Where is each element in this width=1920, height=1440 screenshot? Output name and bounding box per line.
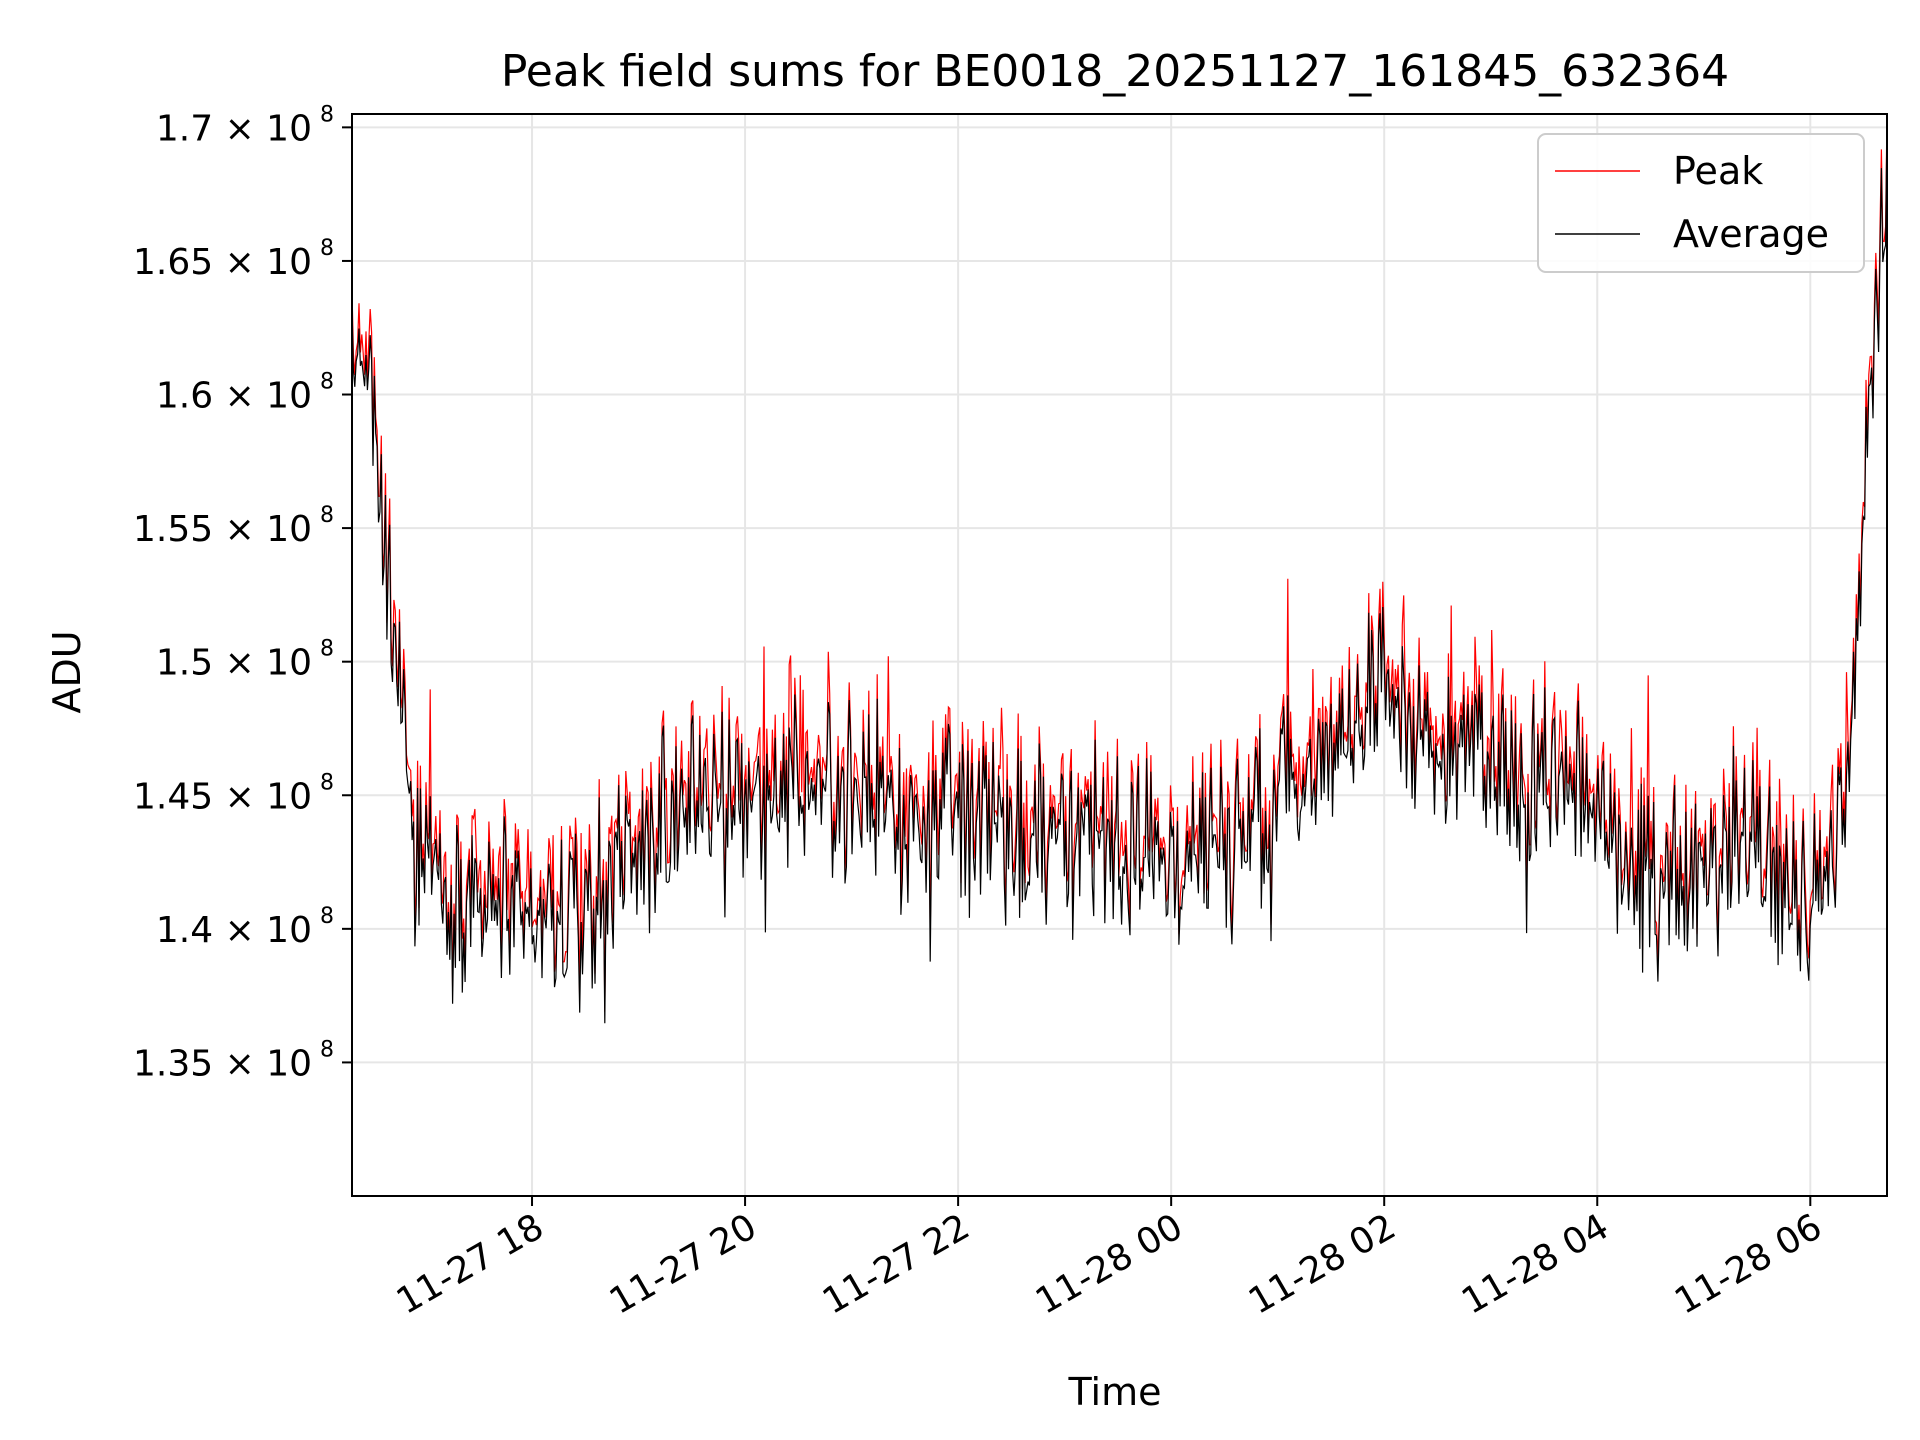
y-tick-label: 1.65 × 10 [133, 242, 312, 283]
y-tick-label: 1.45 × 10 [133, 776, 312, 817]
x-tick-label: 11-28 00 [1029, 1206, 1190, 1322]
y-axis-label: ADU [45, 630, 89, 713]
x-axis-label: Time [1068, 1370, 1162, 1414]
series-line-average [351, 120, 1888, 1024]
y-tick-exponent: 8 [320, 1037, 334, 1062]
legend-label-peak: Peak [1673, 149, 1763, 193]
y-tick-exponent: 8 [320, 904, 334, 929]
x-tick-label: 11-27 18 [390, 1206, 551, 1322]
legend: Peak Average [1537, 133, 1865, 273]
x-axis-ticks: 11-27 18 11-27 20 11-27 22 11-28 00 11-28 02… [390, 1196, 1829, 1323]
y-tick-exponent: 8 [320, 102, 334, 127]
y-tick-exponent: 8 [320, 503, 334, 528]
y-tick-label: 1.6 × 10 [156, 376, 312, 417]
y-tick-label: 1.35 × 10 [133, 1043, 312, 1084]
chart-title: Peak field sums for BE0018_20251127_1618… [501, 46, 1729, 97]
x-tick-label: 11-27 20 [603, 1206, 764, 1322]
series-lines [351, 113, 1888, 1024]
x-tick-label: 11-28 04 [1455, 1206, 1616, 1322]
y-tick-exponent: 8 [320, 770, 334, 795]
x-tick-label: 11-28 02 [1242, 1206, 1403, 1322]
legend-box [1537, 133, 1865, 273]
y-tick-exponent: 8 [320, 370, 334, 395]
y-tick-exponent: 8 [320, 236, 334, 261]
y-tick-label: 1.5 × 10 [156, 643, 312, 684]
y-tick-exponent: 8 [320, 637, 334, 662]
grid [352, 114, 1887, 1196]
x-tick-label: 11-28 06 [1668, 1206, 1829, 1322]
x-tick-label: 11-27 22 [816, 1206, 977, 1322]
y-tick-label: 1.4 × 10 [156, 910, 312, 951]
plot-frame [351, 113, 1888, 1197]
y-axis-ticks: 1.35 × 10 8 1.4 × 10 8 1.45 × 10 8 1.5 × 10 8 1.… [133, 102, 352, 1084]
y-tick-label: 1.7 × 10 [156, 108, 312, 149]
y-tick-label: 1.55 × 10 [133, 509, 312, 550]
legend-label-average: Average [1673, 212, 1829, 256]
